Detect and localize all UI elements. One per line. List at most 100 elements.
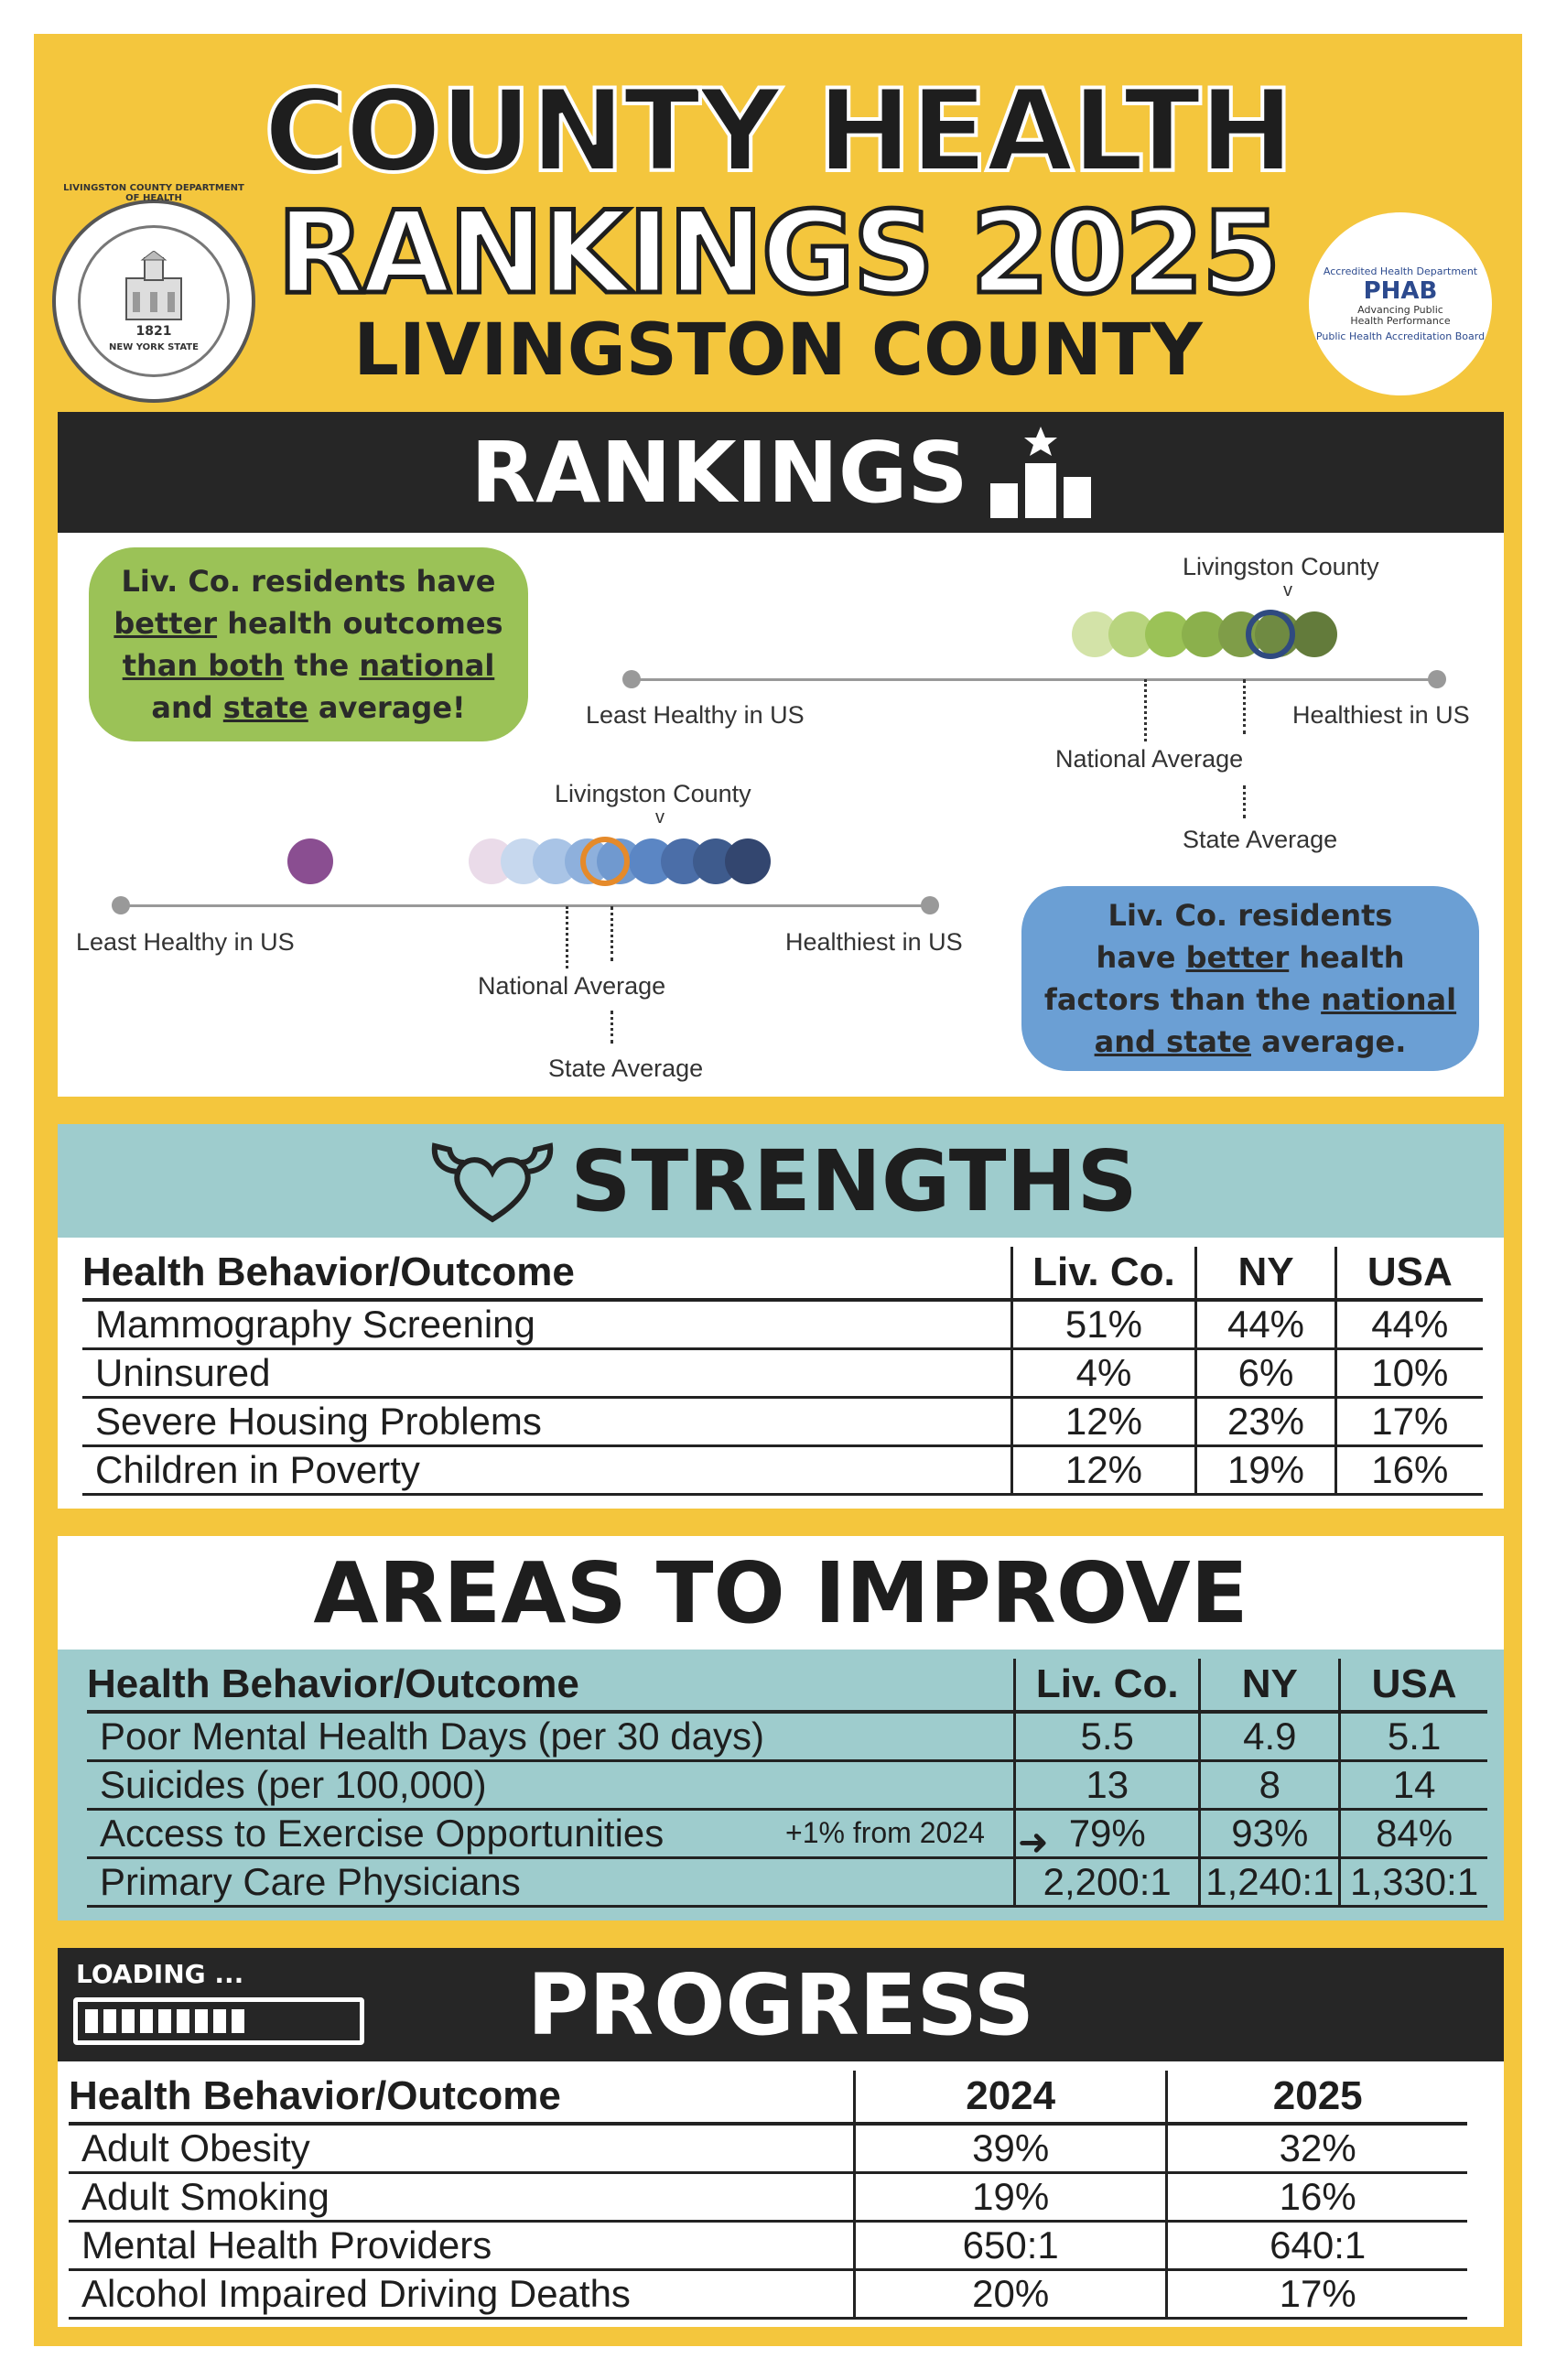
improve-row: Suicides (per 100,000) 13 8 14 [87,1760,1487,1811]
outcomes-callout: Liv. Co. residents have better health ou… [89,547,528,741]
improve-col-header: USA [1338,1659,1487,1714]
improve-header: AREAS TO IMPROVE [58,1536,1504,1650]
loading-bar-fill [85,2009,250,2033]
improve-value: 93% [1198,1809,1340,1859]
strengths-value: 12% [1010,1397,1196,1447]
rankings-title: RANKINGS [470,423,968,522]
factors-p5: factors than the [1043,982,1322,1017]
progress-row: Mental Health Providers 650:1 640:1 [69,2221,1467,2271]
scale1-national-label: National Average [1055,745,1244,773]
strengths-value: 10% [1334,1348,1483,1399]
loading-label: LOADING ... [76,1959,244,1989]
scale2-right-end [921,896,939,914]
improve-value: 1,330:1 [1338,1857,1487,1908]
strengths-value: 44% [1194,1300,1336,1350]
arrow-right-icon: ➜ [1018,1822,1049,1864]
progress-value: 19% [852,2172,1167,2223]
progress-table: Health Behavior/Outcome 2024 2025 Adult Obe… [69,2071,1467,2320]
progress-value: 32% [1165,2124,1467,2174]
improve-note: +1% from 2024 [785,1816,985,1849]
scale-dot [725,838,771,884]
strengths-metric: Children in Poverty [82,1445,1012,1496]
improve-value: 5.1 [1338,1712,1487,1762]
podium-star-icon [989,427,1091,518]
strengths-row: Mammography Screening 51% 44% 44% [82,1300,1483,1350]
strengths-value: 44% [1334,1300,1483,1350]
strengths-value: 16% [1334,1445,1483,1496]
improve-value: 14 [1338,1760,1487,1811]
scale1-state-marker-top [1243,679,1246,734]
phab-ring-bottom: Public Health Accreditation Board [1315,330,1486,343]
scale2-state-label: State Average [548,1055,704,1082]
progress-row: Alcohol Impaired Driving Deaths 20% 17% [69,2269,1467,2320]
strengths-value: 6% [1194,1348,1336,1399]
strengths-value: 23% [1194,1397,1336,1447]
factors-p7: and state [1094,1024,1251,1059]
strengths-row: Uninsured 4% 6% 10% [82,1348,1483,1399]
scale1-left-end [622,670,641,688]
county-position-ring [580,837,631,886]
scale2-state-marker-bottom [611,1011,613,1044]
outcomes-p5: the [284,648,360,683]
improve-title: AREAS TO IMPROVE [313,1543,1248,1642]
outcomes-p1: Liv. Co. residents have [121,564,496,599]
improve-value: 8 [1198,1760,1340,1811]
scale2-national-label: National Average [478,972,666,1000]
scale2-left-end [112,896,130,914]
scale1-state-label: State Average [1183,826,1338,853]
strengths-row: Children in Poverty 12% 19% 16% [82,1445,1483,1496]
phab-name: PHAB [1363,276,1438,305]
progress-col-header: Health Behavior/Outcome [69,2071,855,2126]
improve-col-header: Health Behavior/Outcome [87,1659,1015,1714]
strengths-col-header: NY [1194,1247,1336,1302]
scale1-axis [632,678,1437,681]
rankings-header: RANKINGS [58,412,1504,533]
improve-value: 5.5 [1013,1712,1200,1762]
strengths-value: 51% [1010,1300,1196,1350]
phab-seal: Accredited Health Department PHAB Advanc… [1309,212,1492,395]
strengths-value: 17% [1334,1397,1483,1447]
scale1-county-label: Livingston County [1183,553,1379,580]
county-position-ring [1246,610,1295,659]
outcomes-p8: state [222,690,308,725]
courthouse-icon [125,250,182,320]
scale2-state-marker-top [611,906,613,961]
progress-metric: Alcohol Impaired Driving Deaths [69,2269,855,2320]
improve-metric: Access to Exercise Opportunities [87,1809,1015,1859]
scale1-state-marker-bottom [1243,785,1246,818]
progress-value: 39% [852,2124,1167,2174]
improve-col-header: NY [1198,1659,1340,1714]
scale2-national-marker [566,906,568,968]
progress-metric: Adult Obesity [69,2124,855,2174]
outcomes-p3: health outcomes [217,606,503,641]
scale2-axis [121,904,930,907]
loading-bar [73,1997,364,2045]
phab-sub: Advancing Public Health Performance [1350,303,1451,327]
strengths-col-header: Health Behavior/Outcome [82,1247,1012,1302]
improve-value: 4.9 [1198,1712,1340,1762]
scale1-left-label: Least Healthy in US [586,701,805,729]
scale1-marker: v [1283,580,1292,600]
title-line-1: COUNTY HEALTH [262,64,1296,200]
strengths-value: 4% [1010,1348,1196,1399]
strengths-metric: Mammography Screening [82,1300,1012,1350]
scale1-right-end [1428,670,1446,688]
strengths-col-header: Liv. Co. [1010,1247,1196,1302]
improve-value: 13 [1013,1760,1200,1811]
improve-col-header: Liv. Co. [1013,1659,1200,1714]
title-line-3: LIVINGSTON COUNTY [353,309,1203,392]
title-line-2: RANKINGS 2025 [275,186,1283,322]
outcomes-p9: average! [308,690,466,725]
strengths-col-header: USA [1334,1247,1483,1302]
seal-year: 1821 [135,323,172,339]
improve-metric: Primary Care Physicians [87,1857,1015,1908]
scale2-left-label: Least Healthy in US [76,928,295,956]
improve-table: Health Behavior/Outcome Liv. Co. NY USA Poor… [87,1659,1487,1908]
scale2-outlier-dot [287,838,333,884]
outcomes-p2: better [113,606,218,641]
outcomes-p6: national [359,648,495,683]
improve-value: 84% [1338,1809,1487,1859]
improve-row: Poor Mental Health Days (per 30 days) 5.5… [87,1712,1487,1762]
progress-row: Adult Obesity 39% 32% [69,2124,1467,2174]
progress-value: 16% [1165,2172,1467,2223]
